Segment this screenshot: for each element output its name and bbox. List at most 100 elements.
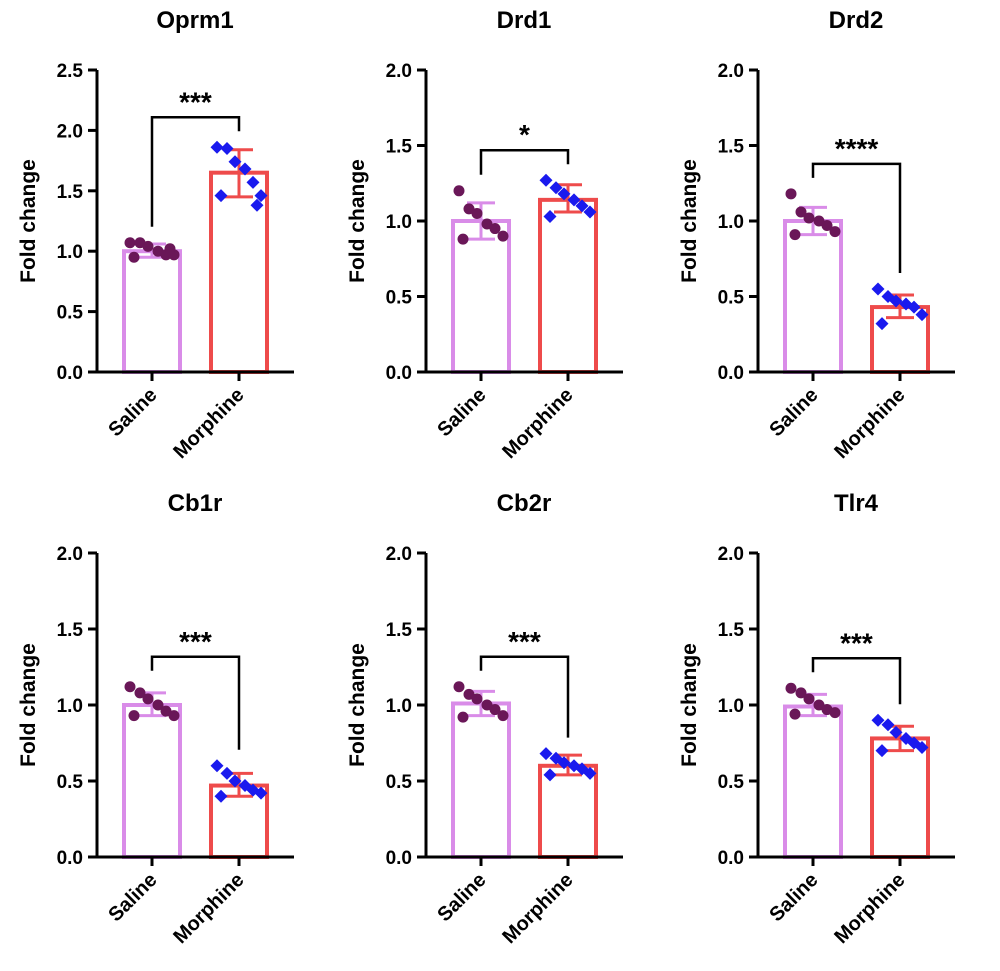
- y-tick-label: 0.5: [57, 772, 84, 793]
- data-point-saline: [497, 710, 509, 722]
- data-point-morphine: [214, 189, 228, 203]
- data-point-saline: [789, 708, 801, 720]
- data-point-saline: [463, 203, 475, 215]
- data-point-morphine: [915, 741, 929, 755]
- data-point-morphine: [557, 187, 571, 201]
- data-point-saline: [829, 226, 841, 238]
- data-point-saline: [481, 699, 493, 711]
- data-point-morphine: [246, 175, 260, 189]
- data-point-saline: [795, 206, 807, 218]
- y-tick-label: 0.0: [718, 848, 744, 869]
- data-point-saline: [489, 704, 501, 716]
- data-point-saline: [481, 218, 493, 230]
- x-tick-label-morphine: Morphine: [830, 384, 909, 463]
- data-point-morphine: [889, 725, 903, 739]
- x-tick-label-saline: Saline: [765, 869, 822, 926]
- chart-panel-cb1r: Cb1r Fold change 0.0 0.5 1.0 1.5 2.0 Saline Morp…: [17, 490, 294, 948]
- data-point-morphine: [875, 744, 889, 758]
- significance-marker: ****: [835, 133, 879, 164]
- y-axis-label: Fold change: [346, 159, 369, 283]
- data-point-saline: [789, 229, 801, 241]
- chart-panel-tlr4: Tlr4 Fold change 0.0 0.5 1.0 1.5 2.0 Saline Morp…: [678, 490, 955, 948]
- data-point-morphine: [254, 786, 268, 800]
- significance-marker: ***: [840, 627, 873, 658]
- bar-morphine: [538, 197, 598, 374]
- y-tick-label: 1.5: [57, 182, 84, 203]
- y-tick-label: 0.5: [386, 288, 413, 309]
- chart-panel-cb2r: Cb2r Fold change 0.0 0.5 1.0 1.5 2.0 Saline Morp…: [346, 490, 623, 948]
- significance-marker: ***: [179, 626, 212, 657]
- x-tick-label-morphine: Morphine: [169, 869, 248, 948]
- data-point-saline: [457, 233, 469, 245]
- data-point-saline: [453, 185, 465, 197]
- data-point-saline: [128, 251, 140, 263]
- data-point-morphine: [250, 198, 264, 212]
- significance-bracket: [479, 148, 570, 175]
- data-point-saline: [457, 711, 469, 723]
- x-tick-label-morphine: Morphine: [830, 869, 909, 948]
- data-point-morphine: [214, 789, 228, 803]
- data-point-morphine: [220, 142, 234, 156]
- data-point-saline: [497, 230, 509, 242]
- x-tick-label-morphine: Morphine: [169, 384, 248, 463]
- bar-saline: [122, 703, 182, 859]
- data-point-saline: [785, 682, 797, 694]
- data-point-saline: [471, 693, 483, 705]
- significance-bracket: [479, 655, 570, 738]
- bar-saline: [122, 249, 182, 374]
- y-tick-label: 1.5: [718, 137, 745, 158]
- bar-saline: [451, 701, 511, 859]
- y-tick-label: 1.0: [57, 242, 83, 263]
- chart-panel-drd2: Drd2 Fold change 0.0 0.5 1.0 1.5 2.0 Saline Morp…: [678, 7, 955, 463]
- significance-bracket: [150, 655, 241, 750]
- chart-title: Cb1r: [168, 490, 223, 517]
- y-axis-label: Fold change: [17, 159, 40, 283]
- significance-marker: *: [519, 119, 530, 150]
- data-point-saline: [152, 699, 164, 711]
- y-tick-label: 1.0: [718, 696, 744, 717]
- y-tick-label: 1.0: [718, 212, 744, 233]
- y-tick-label: 1.0: [386, 696, 412, 717]
- data-point-morphine: [915, 308, 929, 322]
- y-tick-label: 1.5: [386, 620, 413, 641]
- data-point-saline: [128, 710, 140, 722]
- significance-bracket: [811, 162, 902, 273]
- x-tick-label-saline: Saline: [765, 384, 822, 441]
- y-tick-label: 0.0: [718, 363, 744, 384]
- data-point-morphine: [210, 140, 224, 154]
- significance-bracket: [811, 657, 902, 705]
- chart-panel-drd1: Drd1 Fold change 0.0 0.5 1.0 1.5 2.0 Saline Morp…: [346, 7, 623, 463]
- y-tick-label: 1.5: [57, 620, 84, 641]
- data-point-saline: [471, 207, 483, 219]
- y-tick-label: 0.5: [386, 772, 413, 793]
- x-tick-label-morphine: Morphine: [498, 869, 577, 948]
- data-point-saline: [453, 681, 465, 693]
- data-point-morphine: [567, 193, 581, 207]
- y-tick-label: 2.0: [718, 544, 744, 565]
- y-tick-label: 0.0: [57, 363, 83, 384]
- data-point-morphine: [238, 162, 252, 176]
- x-tick-label-saline: Saline: [433, 869, 490, 926]
- data-point-morphine: [254, 189, 268, 203]
- data-point-saline: [124, 237, 136, 249]
- data-point-saline: [489, 223, 501, 235]
- y-tick-label: 0.5: [718, 288, 745, 309]
- chart-title: Cb2r: [497, 490, 552, 517]
- data-point-morphine: [539, 173, 553, 187]
- y-tick-label: 2.0: [57, 121, 83, 142]
- data-point-morphine: [228, 155, 242, 169]
- data-point-saline: [821, 220, 833, 232]
- data-point-morphine: [871, 282, 885, 296]
- data-point-morphine: [543, 209, 557, 223]
- y-tick-label: 1.0: [57, 696, 83, 717]
- data-point-saline: [795, 687, 807, 699]
- data-point-saline: [813, 699, 825, 711]
- y-tick-label: 0.5: [718, 772, 745, 793]
- y-axis-label: Fold change: [346, 643, 369, 767]
- data-point-saline: [134, 687, 146, 699]
- data-point-morphine: [875, 317, 889, 331]
- data-point-morphine: [549, 181, 563, 195]
- data-point-saline: [463, 688, 475, 700]
- data-point-saline: [124, 681, 136, 693]
- data-point-saline: [164, 243, 176, 255]
